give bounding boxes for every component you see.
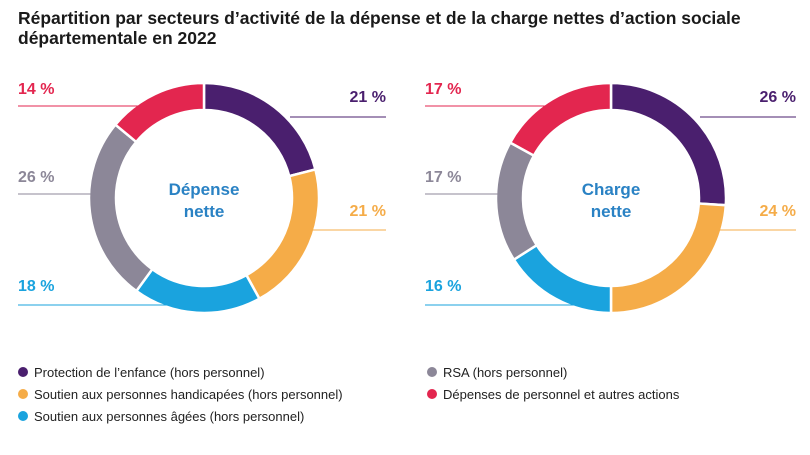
slice-depense-rsa (87, 122, 155, 293)
center-label: Charge (582, 180, 641, 199)
slice-charge-rsa (494, 140, 539, 262)
center-label: nette (184, 202, 225, 221)
legend-swatch (18, 389, 28, 399)
legend-label: Soutien aux personnes âgées (hors person… (34, 408, 305, 424)
legend-column-2: RSA (hors personnel) Dépenses de personn… (427, 361, 679, 405)
slice-depense-protection (202, 81, 317, 178)
legend-label: Dépenses de personnel et autres actions (443, 386, 680, 402)
data-label: 17 % (425, 169, 461, 186)
legend-label: Protection de l’enfance (hors personnel) (34, 364, 265, 380)
legend-item-rsa: RSA (hors personnel) (427, 361, 679, 383)
data-label: 18 % (18, 278, 54, 295)
data-label: 14 % (18, 81, 54, 98)
data-label: 21 % (350, 203, 386, 220)
data-label: 16 % (425, 278, 461, 295)
legend-item-ages: Soutien aux personnes âgées (hors person… (18, 405, 343, 427)
data-label: 24 % (760, 203, 796, 220)
center-label: Dépense (169, 180, 240, 199)
slice-charge-ages (512, 243, 613, 315)
legend-item-personnel: Dépenses de personnel et autres actions (427, 383, 679, 405)
legend-label: Soutien aux personnes handicapées (hors … (34, 386, 343, 402)
slice-depense-ages (134, 267, 262, 315)
chart-title: Répartition par secteurs d’activité de l… (18, 8, 741, 48)
legend-swatch (18, 411, 28, 421)
legend-item-protection: Protection de l’enfance (hors personnel) (18, 361, 343, 383)
slice-depense-handicap (244, 167, 321, 301)
donut-charts: 21 % 21 % 18 % 26 % 14 % Dépense nette 26 % 24 %… (18, 81, 796, 315)
slice-charge-personnel (508, 81, 613, 158)
legend-swatch (427, 367, 437, 377)
center-label: nette (591, 202, 632, 221)
data-label: 26 % (18, 169, 54, 186)
data-label: 21 % (350, 89, 386, 106)
slice-depense-personnel (113, 81, 206, 144)
legend-swatch (427, 389, 437, 399)
legend-swatch (18, 367, 28, 377)
legend-column-1: Protection de l’enfance (hors personnel)… (18, 361, 343, 427)
legend-item-handicap: Soutien aux personnes handicapées (hors … (18, 383, 343, 405)
legend-label: RSA (hors personnel) (443, 364, 568, 380)
data-label: 17 % (425, 81, 461, 98)
data-label: 26 % (760, 89, 796, 106)
